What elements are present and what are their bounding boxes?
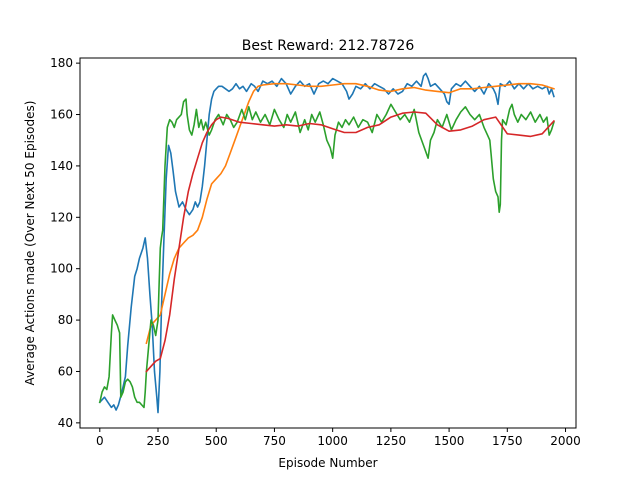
y-tick-label: 60 [58, 364, 73, 378]
y-tick-label: 40 [58, 416, 73, 430]
y-tick-label: 180 [50, 56, 73, 70]
series-line-1 [98, 72, 555, 414]
y-tick-label: 160 [50, 108, 73, 122]
plot-lines [98, 72, 556, 414]
x-axis-label: Episode Number [278, 456, 377, 470]
series-line-3 [98, 98, 555, 409]
x-tick-label: 2000 [550, 434, 581, 448]
y-tick-label: 120 [50, 210, 73, 224]
x-tick-label: 1500 [434, 434, 465, 448]
y-tick-label: 80 [58, 313, 73, 327]
y-axis-ticks: 40 60 80 100 120 140 160 180 [50, 56, 80, 430]
chart-title: Best Reward: 212.78726 [242, 38, 415, 54]
y-axis-label: Average Actions made (Over Next 50 Episo… [23, 101, 37, 386]
x-axis-ticks: 0 250 500 750 1000 1250 1500 1750 2000 [96, 428, 581, 448]
series-line-4 [145, 111, 556, 373]
y-tick-label: 140 [50, 159, 73, 173]
plot-frame [79, 57, 577, 429]
x-tick-label: 1750 [492, 434, 523, 448]
y-tick-label: 100 [50, 262, 73, 276]
x-tick-label: 500 [205, 434, 228, 448]
x-tick-label: 1000 [317, 434, 348, 448]
series-line-2 [145, 82, 555, 345]
x-tick-label: 750 [263, 434, 286, 448]
x-tick-label: 0 [96, 434, 104, 448]
x-tick-label: 1250 [376, 434, 407, 448]
x-tick-label: 250 [147, 434, 170, 448]
